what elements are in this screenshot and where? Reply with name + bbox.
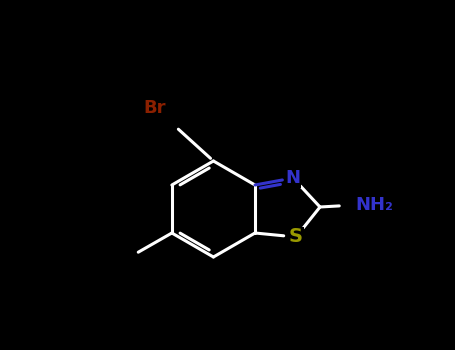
Text: Br: Br — [144, 99, 166, 117]
Text: N: N — [285, 169, 300, 187]
Text: NH₂: NH₂ — [355, 196, 393, 214]
Text: S: S — [289, 228, 303, 246]
